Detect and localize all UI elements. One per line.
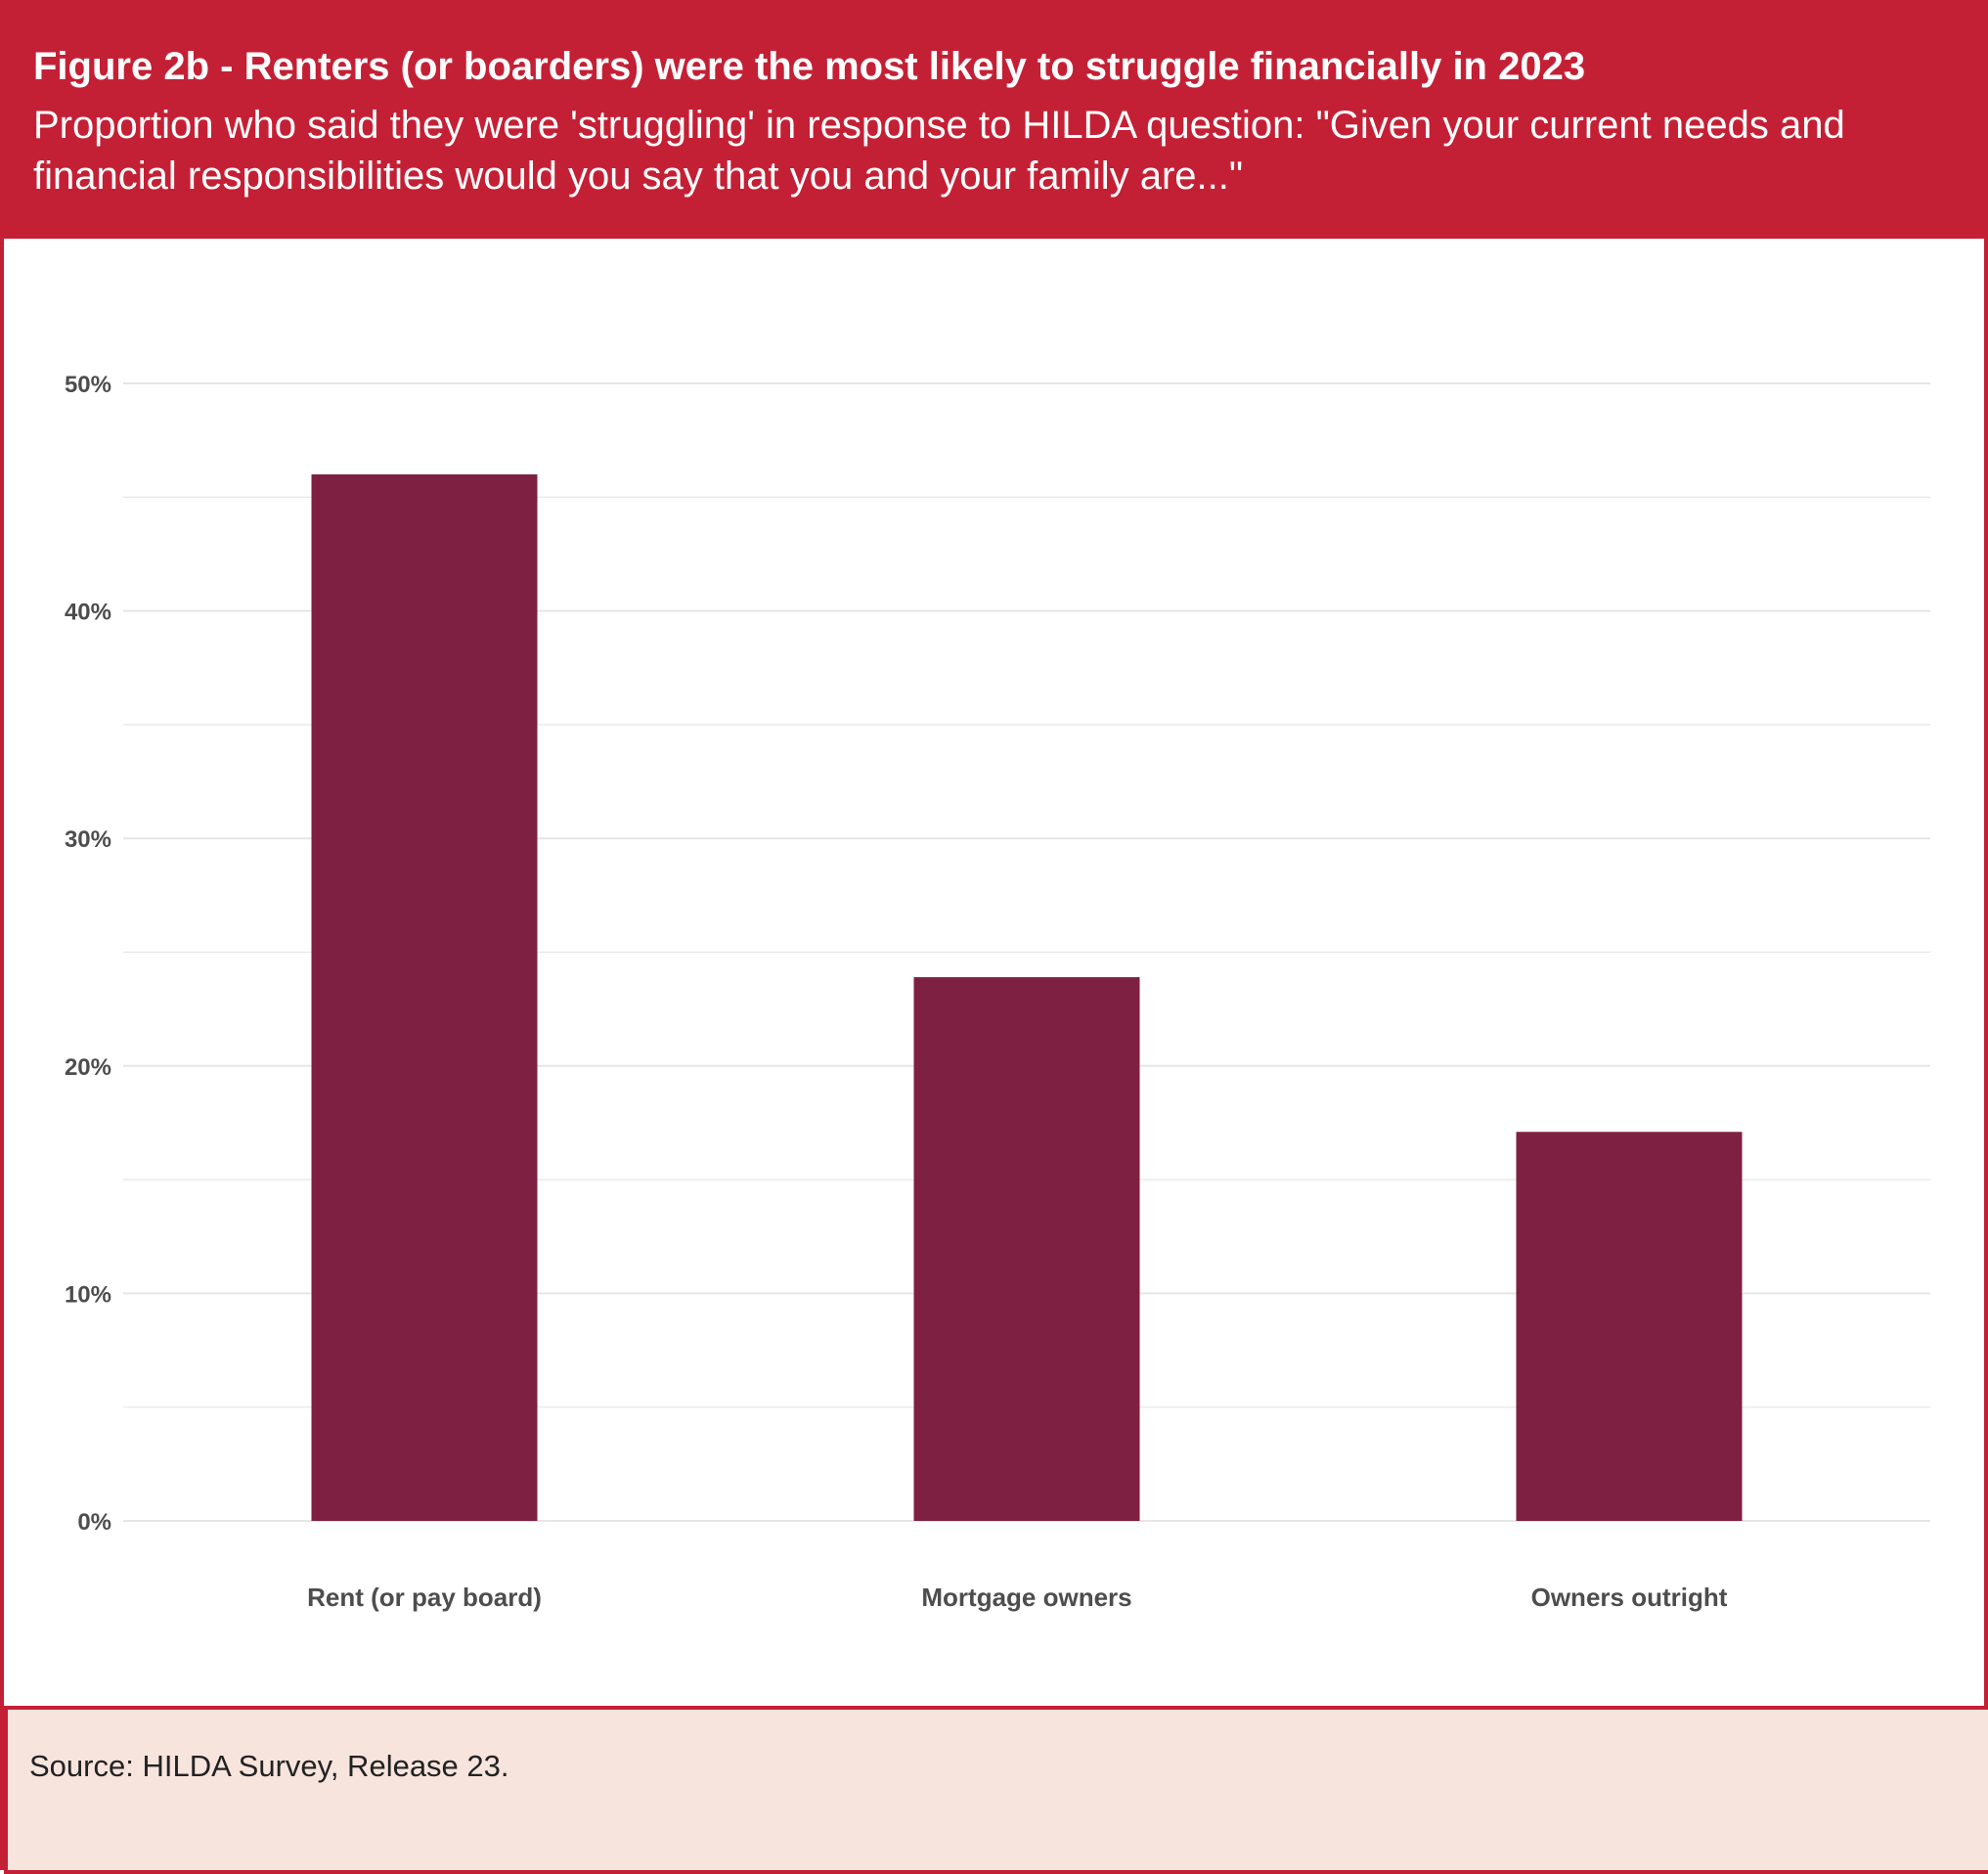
x-axis-tick-labels: Rent (or pay board) Mortgage owners Owners…	[307, 1583, 1728, 1612]
bars	[311, 474, 1743, 1521]
y-axis-tick-labels: 0% 10% 20% 30% 40% 50%	[65, 372, 111, 1536]
y-tick-label: 50%	[65, 372, 111, 398]
y-tick-label: 40%	[65, 600, 111, 626]
y-tick-label: 0%	[77, 1509, 111, 1536]
x-tick-label: Owners outright	[1531, 1583, 1728, 1612]
bar-owners-outright	[1516, 1132, 1743, 1521]
bar-chart: 0% 10% 20% 30% 40% 50% Rent (or pay board) Mor…	[65, 372, 1930, 1612]
figure-header: Figure 2b - Renters (or boarders) were t…	[4, 4, 1988, 239]
figure-subtitle: Proportion who said they were 'strugglin…	[33, 104, 1845, 198]
y-tick-label: 20%	[65, 1054, 111, 1081]
chart-area: 0% 10% 20% 30% 40% 50% Rent (or pay board) Mor…	[4, 239, 1988, 1706]
y-tick-label: 30%	[65, 826, 111, 853]
figure-title: Figure 2b - Renters (or boarders) were t…	[33, 45, 1586, 88]
y-tick-label: 10%	[65, 1281, 111, 1308]
bar-mortgage-owners	[913, 977, 1140, 1521]
x-tick-label: Rent (or pay board)	[307, 1583, 542, 1612]
bar-rent-or-pay-board	[311, 474, 538, 1521]
x-tick-label: Mortgage owners	[921, 1583, 1131, 1612]
source-text: Source: HILDA Survey, Release 23.	[29, 1749, 509, 1783]
source-note: Source: HILDA Survey, Release 23.	[4, 1706, 1988, 1874]
